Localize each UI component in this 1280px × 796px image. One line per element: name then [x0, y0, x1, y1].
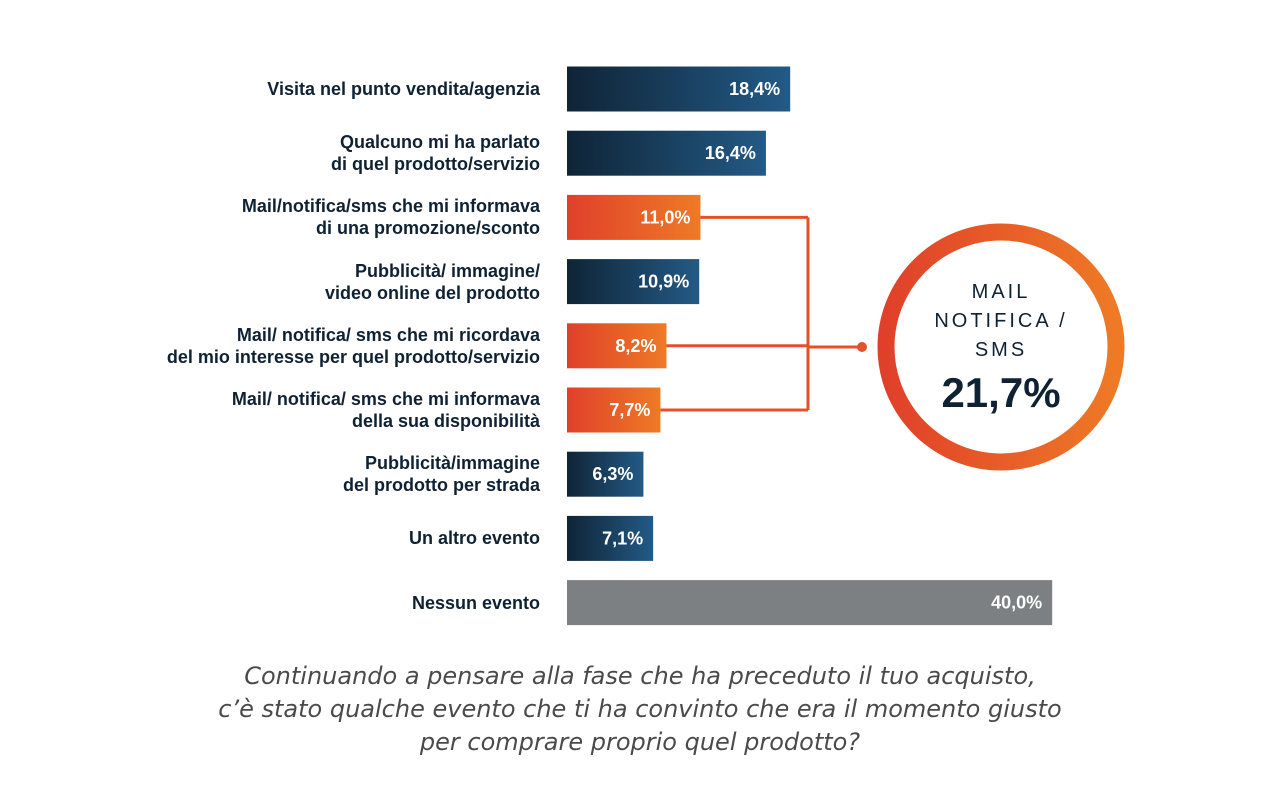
category-label: Mail/ notifica/ sms che mi informava del… — [231, 389, 540, 431]
survey-question: Continuando a pensare alla fase che ha p… — [218, 662, 1062, 756]
category-label: Mail/ notifica/ sms che mi ricordava del… — [166, 324, 540, 367]
highlight-callout: MAIL NOTIFICA / SMS 21,7% — [876, 222, 1126, 472]
bar — [567, 580, 1053, 626]
category-label: Qualcuno mi ha parlato di quel prodotto/… — [330, 132, 540, 175]
category-label: Nessun evento — [411, 592, 540, 613]
category-label: Visita nel punto vendita/agenzia — [267, 79, 540, 99]
bar-value-label: 10,9% — [638, 272, 689, 292]
bar — [567, 130, 766, 176]
connector-dot — [857, 342, 867, 352]
bar-value-label: 18,4% — [729, 79, 780, 99]
bar-value-label: 7,7% — [609, 400, 650, 420]
bar — [567, 451, 644, 497]
bar — [567, 515, 654, 561]
bar-value-label: 11,0% — [640, 207, 690, 227]
category-label: Pubblicità/ immagine/ video online del p… — [325, 260, 540, 303]
bar-value-label: 6,3% — [592, 464, 633, 484]
bar-value-label: 16,4% — [705, 143, 756, 163]
category-label: Un altro evento — [408, 528, 540, 549]
bar-value-label: 7,1% — [602, 528, 643, 548]
category-label: Mail/notifica/sms che mi informava di un… — [241, 196, 540, 239]
bar — [567, 387, 661, 433]
bar-value-label: 8,2% — [615, 336, 656, 356]
bar — [567, 194, 701, 240]
bar-value-label: 40,0% — [991, 593, 1042, 613]
category-label: Pubblicità/immagine del prodotto per str… — [342, 453, 540, 496]
highlight-ring — [877, 223, 1125, 471]
bar-chart: 18,4% 16,4% 11,0% 10,9% 8,2% 7,7% 6,3% 7,1% 40,0… — [567, 66, 1125, 626]
highlight-value: 21,7% — [941, 368, 1061, 416]
bar — [567, 259, 700, 305]
bar — [567, 323, 667, 369]
bar — [567, 66, 791, 112]
highlight-label: MAIL NOTIFICA / SMS — [934, 280, 1068, 361]
